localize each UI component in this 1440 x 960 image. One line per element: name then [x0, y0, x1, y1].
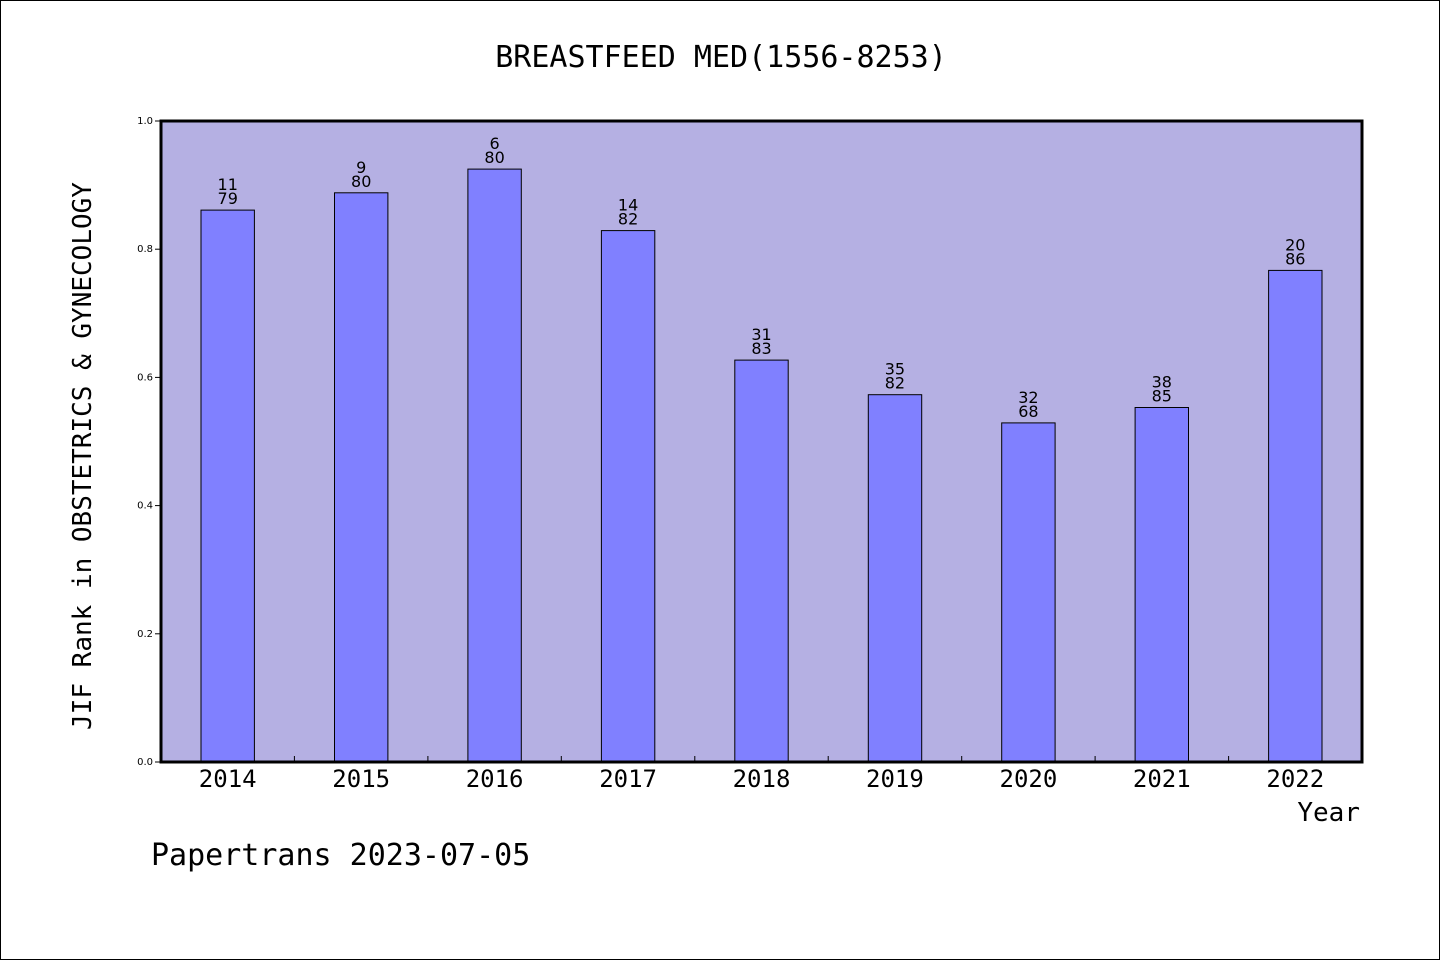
- y-tick-label: 0.6: [137, 372, 153, 383]
- bar-total-label: 80: [351, 172, 371, 191]
- bar-2016: [467, 168, 522, 763]
- bars-group: [200, 168, 1323, 763]
- plot-border: [159, 119, 1364, 764]
- x-axis-title: Year: [1297, 798, 1360, 828]
- y-axis-title: JIF Rank in OBSTETRICS & GYNECOLOGY: [68, 182, 98, 730]
- bar-total-label: 80: [484, 148, 504, 167]
- bar-total-label: 85: [1152, 387, 1172, 406]
- bar-2019: [867, 394, 923, 763]
- bar-2015: [334, 192, 389, 763]
- x-tick-label: 2014: [199, 765, 257, 793]
- bar-rank-label: 38: [1152, 373, 1172, 392]
- bar-total-label: 68: [1018, 402, 1038, 421]
- x-tick-label: 2016: [466, 765, 524, 793]
- bar-2017: [600, 230, 656, 763]
- bar-2014: [200, 209, 255, 763]
- bar-2018: [734, 359, 789, 763]
- x-tick-label: 2017: [599, 765, 657, 793]
- bar-rank-label: 11: [218, 175, 238, 194]
- bar-rank-label: 14: [618, 196, 638, 215]
- y-tick-label: 1.0: [137, 116, 153, 127]
- bar-2022: [1268, 269, 1323, 763]
- x-tick-label: 2021: [1133, 765, 1191, 793]
- x-tick-label: 2020: [1000, 765, 1058, 793]
- y-tick-label: 0.8: [137, 244, 153, 255]
- footer-text: Papertrans 2023-07-05: [151, 838, 530, 873]
- bar-total-label: 83: [751, 339, 771, 358]
- bar-rank-label: 6: [490, 134, 500, 153]
- bar-rank-label: 35: [885, 360, 905, 379]
- bar-rank-label: 31: [751, 325, 771, 344]
- x-tick-label: 2015: [332, 765, 390, 793]
- chart-title: BREASTFEED MED(1556-8253): [495, 40, 947, 75]
- bar-total-label: 86: [1285, 249, 1305, 268]
- y-tick-label: 0.4: [137, 501, 153, 512]
- bar-2020: [1001, 422, 1056, 763]
- bar-rank-label: 20: [1285, 235, 1305, 254]
- bar-total-label: 82: [885, 374, 905, 393]
- bar-rank-label: 32: [1018, 388, 1038, 407]
- y-tick-label: 0.2: [137, 629, 153, 640]
- x-axis: 2014 2015 2016 2017 2018 2019 2020 2021 2022: [199, 756, 1324, 793]
- y-axis: 0.0 0.2 0.4 0.6 0.8 1.0: [137, 116, 161, 768]
- x-tick-label: 2022: [1266, 765, 1324, 793]
- bar-2021: [1134, 407, 1189, 763]
- x-tick-label: 2018: [733, 765, 791, 793]
- bar-total-label: 82: [618, 210, 638, 229]
- y-tick-label: 0.0: [137, 757, 153, 768]
- x-tick-label: 2019: [866, 765, 924, 793]
- bar-total-label: 79: [218, 189, 238, 208]
- bar-rank-label: 9: [356, 158, 366, 177]
